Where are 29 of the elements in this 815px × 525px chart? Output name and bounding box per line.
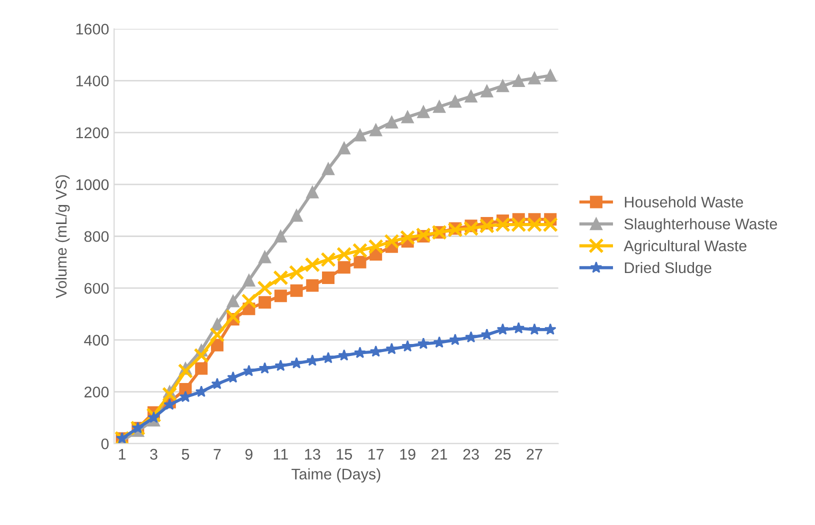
x-tick-label: 27: [526, 448, 542, 460]
y-tick-label: 600: [84, 282, 109, 294]
x-tick-label: 11: [274, 449, 288, 460]
x-tick-label: 19: [400, 448, 416, 460]
y-tick-label: 200: [84, 386, 109, 398]
y-tick-label: 1600: [76, 24, 109, 35]
y-tick-label: 1200: [76, 127, 109, 138]
x-tick-label: 9: [245, 448, 252, 460]
x-tick-label: 17: [368, 449, 384, 460]
legend-label: Agricultural Waste: [624, 240, 746, 254]
x-tick-label: 3: [150, 448, 158, 460]
y-tick-label: 1000: [76, 179, 109, 190]
x-tick-label: 15: [336, 449, 352, 460]
legend-label: Household Waste: [624, 196, 744, 208]
x-tick-label: 25: [495, 448, 511, 460]
legend-label: Slaughterhouse Waste: [624, 218, 778, 232]
legend-label: Dried Sludge: [624, 262, 712, 276]
x-tick-label: 5: [182, 449, 190, 460]
x-axis-title: Taime (Days): [292, 468, 380, 483]
x-tick-label: 13: [305, 448, 320, 460]
y-tick-label: 400: [84, 334, 109, 346]
x-tick-label: 21: [432, 448, 448, 460]
x-tick-label: 1: [118, 449, 126, 460]
y-tick-label: 800: [84, 231, 109, 242]
x-tick-label: 7: [214, 449, 221, 460]
y-tick-label: 0: [101, 438, 109, 450]
y-axis-title: Volume (mL/g VS): [55, 175, 70, 298]
x-tick-label: 23: [463, 448, 479, 460]
y-tick-label: 1400: [76, 76, 109, 86]
